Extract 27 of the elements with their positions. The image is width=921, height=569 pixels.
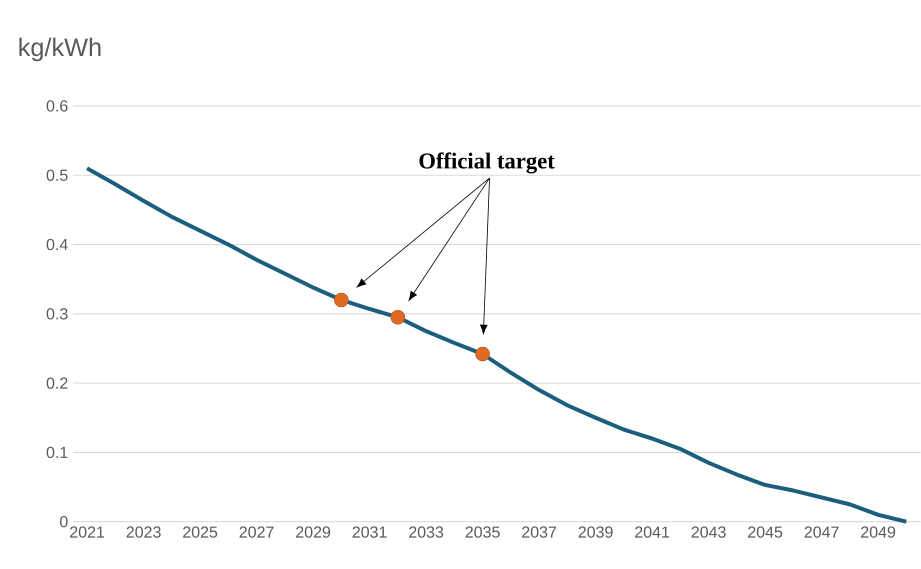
y-tick-label: 0.5: [46, 170, 68, 182]
x-tick-label: 2045: [748, 526, 782, 538]
x-tick-label: 2047: [804, 526, 839, 538]
x-tick-label: 2037: [522, 526, 556, 538]
x-tick-label: 2039: [578, 526, 613, 538]
y-tick-label: 0.6: [46, 100, 68, 112]
x-tick-label: 2033: [409, 526, 444, 538]
x-tick-label: 2025: [183, 526, 218, 538]
x-tick-label: 2023: [126, 526, 161, 538]
point: [390, 310, 406, 325]
y-tick-label: 0: [60, 516, 68, 528]
point: [334, 292, 349, 308]
y-tick-label: 0.2: [46, 378, 68, 389]
y-tick-label: 0.1: [46, 446, 68, 458]
y-tick-label: 0.4: [46, 239, 68, 250]
x-tick-label: 2043: [692, 526, 726, 538]
y-axis-title: kg/kWh: [19, 38, 100, 62]
x-tick-label: 2027: [240, 526, 274, 538]
x-tick-label: 2049: [861, 526, 896, 538]
y-tick-label: 0.3: [46, 308, 68, 320]
x-tick-label: 2021: [70, 526, 104, 538]
point: [475, 346, 490, 362]
x-tick-label: 2041: [635, 526, 670, 538]
x-tick-label: 2029: [296, 526, 330, 538]
x-tick-label: 2035: [466, 526, 500, 538]
annotation: Official target: [419, 152, 555, 174]
x-tick-label: 2031: [352, 526, 387, 538]
